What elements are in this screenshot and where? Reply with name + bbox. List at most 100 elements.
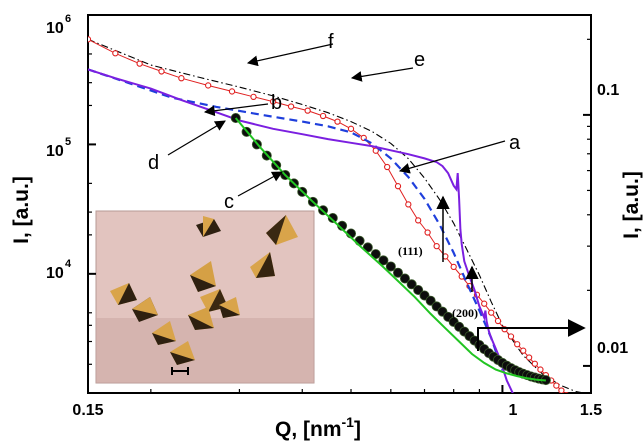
svg-text:e: e bbox=[414, 49, 425, 71]
series-a-line bbox=[88, 68, 514, 393]
series-e-point-6 bbox=[228, 88, 236, 95]
series-d-point-15 bbox=[370, 249, 381, 260]
y-tick-label-1e6: 10 6 bbox=[46, 13, 71, 37]
series-e-point-5 bbox=[205, 82, 212, 89]
series-e-point-9 bbox=[287, 103, 295, 110]
y-axis-title-right: I, [a.u.] bbox=[620, 171, 643, 239]
series-d-point-20 bbox=[406, 279, 417, 290]
series-d-point-17 bbox=[385, 261, 396, 272]
series-e-point-21 bbox=[433, 242, 440, 250]
series-d-point-19 bbox=[399, 273, 410, 284]
series-e-point-29 bbox=[494, 317, 502, 325]
x-tick-label-0.15: 0.15 bbox=[72, 402, 103, 419]
x-tick-label-1.5: 1.5 bbox=[580, 402, 602, 419]
crystal-8 bbox=[188, 307, 214, 330]
annotation-b: b bbox=[203, 92, 282, 117]
series-e-point-17 bbox=[394, 183, 402, 190]
crystal-1 bbox=[196, 216, 221, 237]
series-d-point-18 bbox=[392, 267, 403, 278]
annotation-d: d bbox=[148, 120, 226, 174]
series-e-point-7 bbox=[250, 93, 257, 100]
crystal-9 bbox=[219, 297, 240, 318]
series-e-point-35 bbox=[531, 360, 538, 367]
series-e-point-10 bbox=[304, 107, 311, 114]
series-d-point-23 bbox=[425, 295, 436, 306]
series-e-point-13 bbox=[347, 125, 355, 132]
series-e-point-2 bbox=[136, 60, 143, 67]
series-e-point-36 bbox=[537, 366, 544, 373]
series-e-point-0 bbox=[88, 36, 92, 43]
series-e-point-32 bbox=[514, 341, 521, 348]
series-e-point-40 bbox=[558, 387, 565, 393]
svg-text:d: d bbox=[148, 152, 159, 174]
series-e-point-20 bbox=[424, 229, 431, 236]
series-e-point-23 bbox=[450, 263, 457, 271]
series-e-point-42 bbox=[569, 397, 574, 402]
svg-text:(200): (200) bbox=[452, 306, 478, 320]
crystal-photo-inset bbox=[95, 210, 315, 384]
svg-text:Q, [nm-1]: Q, [nm-1] bbox=[275, 414, 361, 441]
crystal-3 bbox=[190, 261, 216, 292]
series-e-point-15 bbox=[372, 147, 379, 154]
y-tick-label-1e4: 10 4 bbox=[46, 258, 72, 282]
series-e-point-28 bbox=[488, 309, 495, 316]
scale-bar bbox=[171, 367, 189, 375]
right-axis-indicator-arrow bbox=[477, 319, 586, 351]
crystal-10 bbox=[152, 321, 176, 345]
series-d-point-16 bbox=[378, 255, 389, 266]
svg-text:4: 4 bbox=[65, 258, 72, 270]
svg-text:c: c bbox=[224, 191, 234, 213]
annotation-a: a bbox=[398, 132, 521, 174]
series-e-point-41 bbox=[564, 391, 569, 393]
series-e-point-27 bbox=[481, 300, 488, 307]
series-e-point-39 bbox=[553, 382, 560, 389]
series-e-point-1 bbox=[112, 50, 119, 57]
svg-text:b: b bbox=[271, 92, 282, 114]
series-d-point-21 bbox=[413, 285, 424, 296]
annotation-e: e bbox=[350, 49, 425, 82]
x-tick-label-1: 1 bbox=[509, 402, 518, 419]
series-e-point-11 bbox=[319, 112, 327, 120]
series-e-point-33 bbox=[520, 347, 527, 354]
series-c-line bbox=[234, 117, 546, 382]
y-axis-title-left: I, [a.u.] bbox=[10, 176, 33, 244]
series-e-point-8 bbox=[269, 98, 277, 105]
crystal-11 bbox=[170, 341, 195, 365]
y-right-tick-label-0.1: 0.1 bbox=[597, 82, 619, 99]
series-b-line bbox=[88, 68, 504, 371]
svg-text:10: 10 bbox=[46, 20, 64, 37]
peak-111-marker: (111) bbox=[398, 195, 450, 262]
series-layer bbox=[88, 36, 587, 406]
annotation-f: f bbox=[246, 31, 334, 67]
series-d-point-10 bbox=[327, 213, 338, 224]
series-e-point-4 bbox=[178, 75, 185, 82]
peak-200-marker: (200) bbox=[452, 265, 479, 320]
series-e-point-43 bbox=[573, 401, 578, 406]
series-e-point-31 bbox=[507, 333, 515, 340]
y-tick-label-1e5: 10 5 bbox=[46, 136, 71, 160]
series-f-line bbox=[88, 38, 587, 393]
crystal-5 bbox=[110, 283, 137, 305]
crystal-6 bbox=[132, 297, 158, 322]
series-e-point-12 bbox=[334, 118, 341, 125]
crystal-2 bbox=[266, 215, 298, 245]
series-e-point-18 bbox=[405, 201, 412, 208]
annotation-c: c bbox=[224, 171, 283, 213]
series-e-point-34 bbox=[525, 354, 533, 361]
series-e-point-16 bbox=[384, 163, 391, 171]
svg-text:(111): (111) bbox=[398, 244, 423, 258]
x-axis-title: Q, [nm-1] bbox=[275, 414, 361, 441]
series-d-point-13 bbox=[354, 235, 365, 246]
svg-text:6: 6 bbox=[65, 13, 71, 25]
crystal-4 bbox=[250, 252, 275, 278]
svg-text:a: a bbox=[509, 132, 521, 154]
svg-text:10: 10 bbox=[46, 143, 64, 160]
series-e-point-3 bbox=[158, 68, 165, 75]
y-right-tick-label-0.01: 0.01 bbox=[597, 340, 628, 357]
svg-text:5: 5 bbox=[65, 136, 71, 148]
svg-text:10: 10 bbox=[46, 265, 64, 282]
svg-text:f: f bbox=[328, 31, 334, 53]
tick-layer bbox=[87, 14, 592, 393]
